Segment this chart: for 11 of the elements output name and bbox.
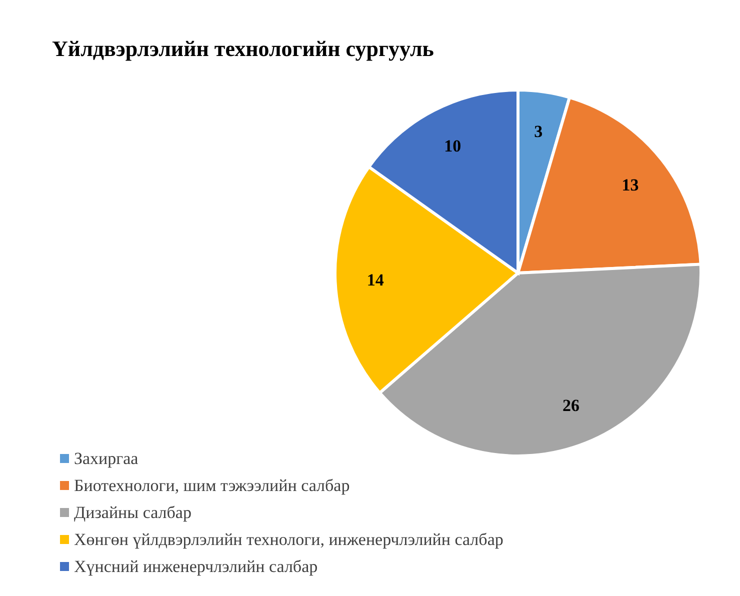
data-label: 10 xyxy=(444,136,462,156)
legend-label: Захиргаа xyxy=(74,448,138,470)
data-label: 14 xyxy=(366,270,384,290)
legend-label: Дизайны салбар xyxy=(74,502,192,524)
data-label: 26 xyxy=(562,396,580,416)
data-label: 3 xyxy=(534,122,543,142)
data-label: 13 xyxy=(622,175,639,194)
legend-label: Биотехнологи, шим тэжээлийн салбар xyxy=(74,475,350,497)
legend-label: Хүнсний инженерчлэлийн салбар xyxy=(74,556,318,578)
chart-title: Үйлдвэрлэлийн технологийн сургууль xyxy=(52,36,434,62)
legend-label: Хөнгөн үйлдвэрлэлийн технологи, инженерчлэлийн салбар xyxy=(74,529,504,551)
